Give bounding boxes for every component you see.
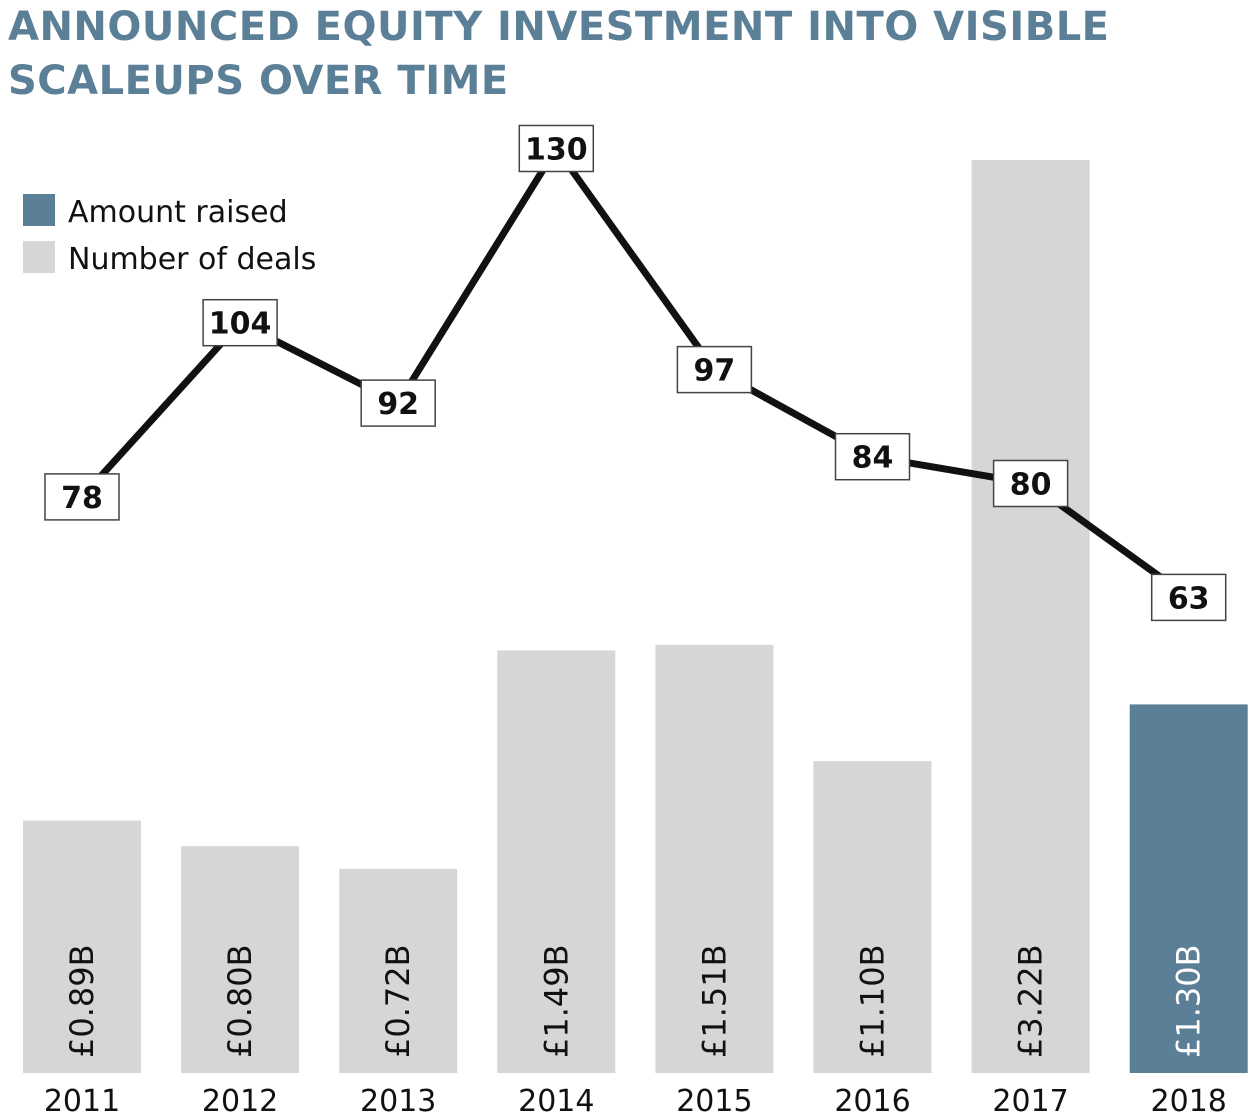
legend-swatch-amount-raised [23, 194, 55, 226]
deal-point-box-2011 [44, 473, 120, 521]
bar-2016 [813, 761, 932, 1073]
legend: Amount raised Number of deals [23, 194, 316, 277]
bar-2014 [497, 650, 616, 1073]
x-tick-label-2018: 2018 [1151, 1084, 1227, 1119]
deal-point-label-2011: 78 [61, 481, 103, 516]
deal-point-label-2013: 92 [377, 387, 419, 422]
x-tick-label-2017: 2017 [992, 1084, 1068, 1119]
deal-point-label-2015: 97 [694, 354, 736, 389]
x-tick-label-2013: 2013 [360, 1084, 436, 1119]
chart-title-line-1: ANNOUNCED EQUITY INVESTMENT INTO VISIBLE [8, 4, 1110, 50]
deal-point-box-2017 [992, 459, 1069, 508]
bar-2013 [339, 868, 458, 1073]
bar-value-label-2011: £0.89B [63, 944, 101, 1058]
bar-value-label-2018: £1.30B [1170, 944, 1208, 1058]
deal-point-label-2018: 63 [1168, 581, 1210, 616]
bars-group: £0.89B £0.80B £0.72B £1.49B £1.51B £1.10B £3.2… [23, 160, 1248, 1073]
bar-2012 [181, 846, 300, 1073]
bar-2015 [655, 644, 774, 1073]
chart-title: ANNOUNCED EQUITY INVESTMENT INTO VISIBLE… [8, 0, 1208, 108]
bar-2017 [971, 160, 1090, 1073]
deal-point-label-2016: 84 [852, 441, 894, 476]
deals-line-group: 78 104 92 130 97 84 80 63 [44, 124, 1227, 622]
bar-value-label-2012: £0.80B [221, 944, 259, 1058]
x-tick-label-2014: 2014 [518, 1084, 594, 1119]
deal-point-box-2013 [360, 379, 436, 427]
bar-2011 [23, 820, 141, 1073]
deal-point-box-2018 [1150, 573, 1227, 622]
x-tick-label-2011: 2011 [44, 1084, 120, 1119]
bar-value-label-2014: £1.49B [537, 944, 575, 1058]
legend-label-amount-raised: Amount raised [68, 195, 288, 230]
bar-value-label-2017: £3.22B [1012, 944, 1050, 1058]
bar-value-label-2016: £1.10B [854, 944, 892, 1058]
bar-value-label-2013: £0.72B [379, 944, 417, 1058]
deal-point-label-2017: 80 [1010, 468, 1052, 503]
deal-point-label-2012: 104 [209, 307, 272, 342]
deal-point-box-2012 [202, 298, 278, 347]
deal-point-box-2014 [518, 124, 595, 173]
x-tick-label-2012: 2012 [202, 1084, 278, 1119]
legend-label-number-of-deals: Number of deals [68, 242, 316, 277]
deal-point-box-2016 [834, 432, 911, 481]
bar-value-label-2015: £1.51B [695, 944, 733, 1058]
deal-point-label-2014: 130 [525, 133, 588, 168]
chart-title-line-2: SCALEUPS OVER TIME [8, 58, 509, 104]
bar-2018 [1129, 704, 1248, 1073]
legend-swatch-number-of-deals [23, 241, 55, 273]
x-axis: 2011 2012 2013 2014 2015 2016 2017 2018 [44, 1084, 1227, 1119]
x-tick-label-2015: 2015 [676, 1084, 752, 1119]
x-tick-label-2016: 2016 [834, 1084, 910, 1119]
deal-point-box-2015 [676, 345, 753, 394]
